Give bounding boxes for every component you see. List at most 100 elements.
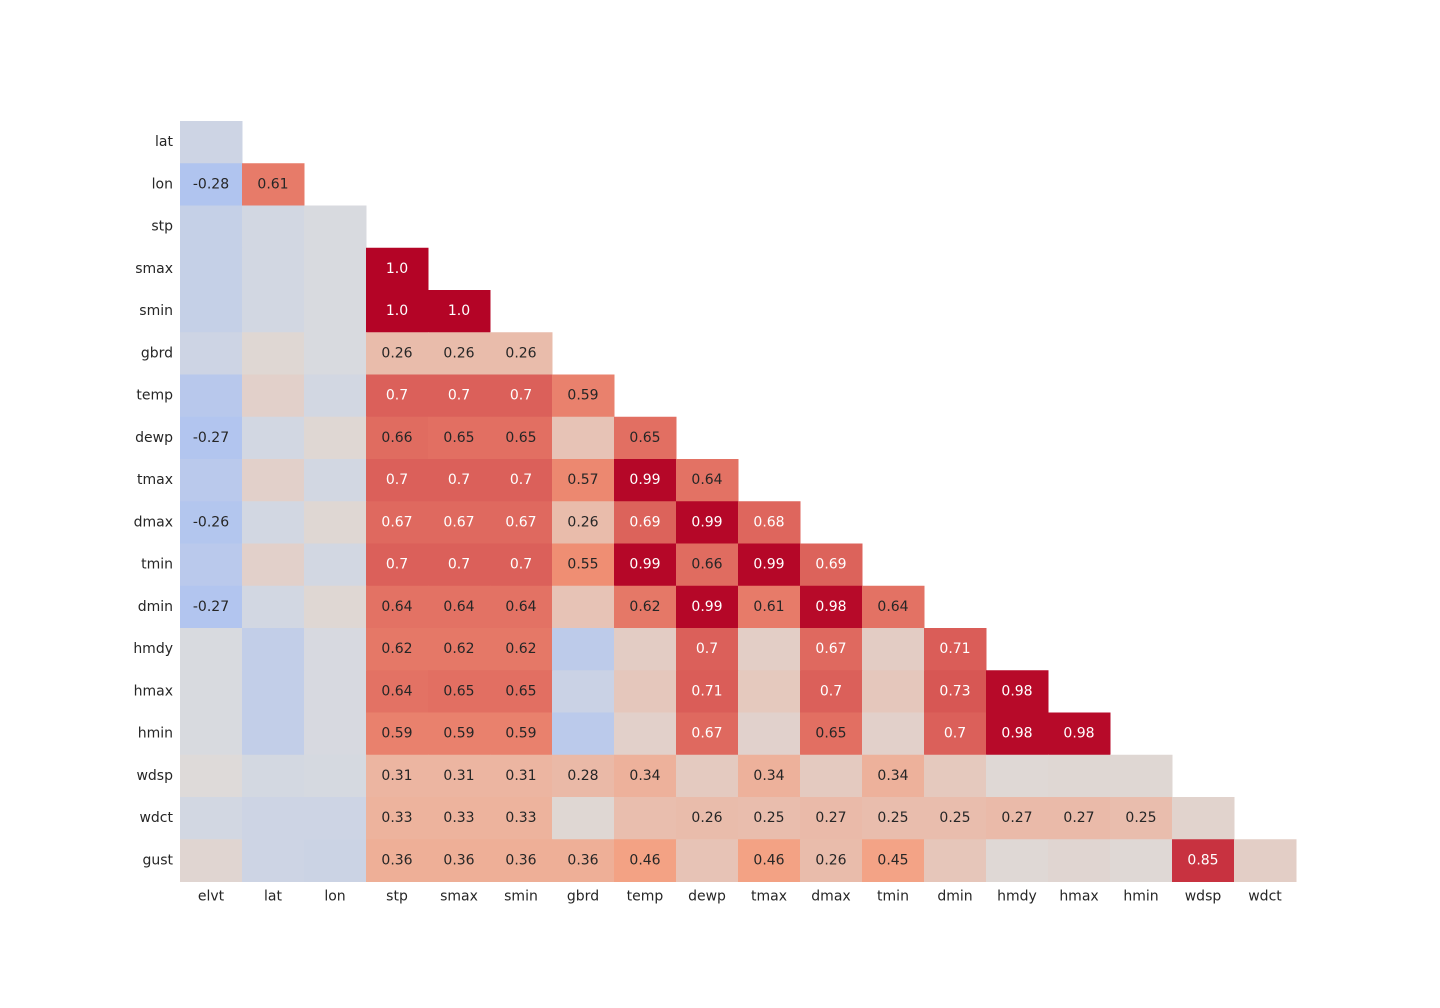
value-label-dmax-elvt: -0.26: [193, 514, 229, 530]
value-label-hmax-smax: 0.65: [443, 683, 474, 699]
value-label-hmax-dmin: 0.73: [939, 683, 970, 699]
cell-smin-stp: [366, 290, 429, 333]
cell-wdsp-tmax: [738, 754, 801, 798]
cell-wdsp-lon: [304, 754, 367, 798]
value-label-hmin-hmax: 0.98: [1063, 726, 1094, 742]
value-label-dewp-temp: 0.65: [629, 430, 660, 446]
cell-hmax-temp: [614, 670, 677, 713]
cell-gust-temp: [614, 839, 677, 882]
cell-hmax-hmdy: [986, 670, 1049, 713]
cell-tmax-gbrd: [552, 459, 615, 502]
x-tick-label-tmin: tmin: [877, 889, 909, 905]
cell-dmax-smin: [490, 501, 553, 544]
cell-wdct-lat: [242, 797, 305, 840]
cell-dewp-lat: [242, 416, 305, 460]
value-label-gust-wdsp: 0.85: [1187, 852, 1218, 868]
cell-hmin-tmin: [862, 712, 925, 756]
cell-wdsp-hmax: [1048, 754, 1111, 798]
cell-dewp-smin: [490, 416, 553, 460]
cell-tmin-dewp: [676, 543, 739, 587]
cell-gust-dmax: [800, 839, 863, 882]
value-label-hmax-hmdy: 0.98: [1001, 683, 1032, 699]
cell-gust-wdsp: [1172, 839, 1235, 882]
value-label-hmax-dmax: 0.7: [820, 683, 842, 699]
value-label-tmin-dewp: 0.66: [691, 557, 722, 573]
cell-hmax-gbrd: [552, 670, 615, 713]
value-label-hmdy-smax: 0.62: [443, 641, 474, 657]
cell-hmax-dewp: [676, 670, 739, 713]
cell-wdct-wdsp: [1172, 797, 1235, 840]
value-label-hmdy-dewp: 0.7: [696, 641, 718, 657]
cell-gust-hmax: [1048, 839, 1111, 882]
cell-lon-elvt: [180, 163, 243, 206]
cell-dewp-temp: [614, 416, 677, 460]
cell-hmdy-gbrd: [552, 628, 615, 671]
cell-temp-smax: [428, 374, 491, 418]
value-label-wdsp-tmax: 0.34: [753, 768, 784, 784]
value-label-wdct-smax: 0.33: [443, 810, 474, 826]
cell-tmin-lat: [242, 543, 305, 587]
cell-dewp-gbrd: [552, 416, 615, 460]
cell-smax-elvt: [180, 247, 243, 291]
cell-gust-tmax: [738, 839, 801, 882]
cell-dmax-gbrd: [552, 501, 615, 544]
cell-dmax-smax: [428, 501, 491, 544]
cell-temp-smin: [490, 374, 553, 418]
cell-tmin-temp: [614, 543, 677, 587]
value-label-tmax-gbrd: 0.57: [567, 472, 598, 488]
cell-hmax-smax: [428, 670, 491, 713]
value-label-gust-gbrd: 0.36: [567, 852, 598, 868]
value-label-gbrd-smin: 0.26: [505, 345, 536, 361]
cell-wdsp-stp: [366, 754, 429, 798]
value-label-tmin-dmax: 0.69: [815, 557, 846, 573]
cell-lon-lat: [242, 163, 305, 206]
cell-tmax-smin: [490, 459, 553, 502]
value-label-dmax-gbrd: 0.26: [567, 514, 598, 530]
cell-gust-tmin: [862, 839, 925, 882]
value-label-dmax-smax: 0.67: [443, 514, 474, 530]
cell-tmax-lon: [304, 459, 367, 502]
value-label-temp-stp: 0.7: [386, 388, 408, 404]
cell-hmin-gbrd: [552, 712, 615, 756]
y-tick-label-hmin: hmin: [138, 726, 173, 742]
cell-wdsp-tmin: [862, 754, 925, 798]
cell-hmdy-lat: [242, 628, 305, 671]
cell-wdct-lon: [304, 797, 367, 840]
value-label-hmin-stp: 0.59: [381, 726, 412, 742]
x-tick-label-dewp: dewp: [688, 889, 726, 905]
cell-wdsp-hmin: [1110, 754, 1173, 798]
value-label-tmax-smin: 0.7: [510, 472, 532, 488]
value-label-wdct-dewp: 0.26: [691, 810, 722, 826]
cell-hmin-smin: [490, 712, 553, 756]
y-axis-tick-labels: lat lon stp smax smin gbrd temp dewp tmax dmax tmi…: [133, 134, 173, 868]
cell-gbrd-elvt: [180, 332, 243, 375]
cell-hmdy-dmax: [800, 628, 863, 671]
value-label-wdct-stp: 0.33: [381, 810, 412, 826]
cell-hmdy-stp: [366, 628, 429, 671]
value-label-smin-stp: 1.0: [386, 303, 408, 319]
cell-gust-wdct: [1234, 839, 1297, 882]
x-tick-label-smax: smax: [440, 889, 478, 905]
value-label-gust-dmax: 0.26: [815, 852, 846, 868]
cell-gbrd-smin: [490, 332, 553, 375]
cell-hmin-tmax: [738, 712, 801, 756]
x-axis-tick-labels: elvt lat lon stp smax smin gbrd temp dewp tmax dma…: [198, 889, 1282, 905]
value-label-hmdy-dmin: 0.71: [939, 641, 970, 657]
cell-hmax-lon: [304, 670, 367, 713]
value-label-dewp-stp: 0.66: [381, 430, 412, 446]
y-tick-label-hmdy: hmdy: [133, 641, 173, 657]
value-label-smax-stp: 1.0: [386, 261, 408, 277]
cell-gust-gbrd: [552, 839, 615, 882]
cell-wdsp-gbrd: [552, 754, 615, 798]
value-label-hmin-hmdy: 0.98: [1001, 726, 1032, 742]
cell-dmax-elvt: [180, 501, 243, 544]
cell-gust-dewp: [676, 839, 739, 882]
cell-dmax-lat: [242, 501, 305, 544]
y-tick-label-wdct: wdct: [139, 810, 173, 826]
x-tick-label-gbrd: gbrd: [567, 889, 599, 905]
value-label-gust-tmin: 0.45: [877, 852, 908, 868]
cell-dmin-gbrd: [552, 585, 615, 629]
value-label-dewp-elvt: -0.27: [193, 430, 229, 446]
cell-dmin-smax: [428, 585, 491, 629]
value-label-lon-elvt: -0.28: [193, 176, 229, 192]
